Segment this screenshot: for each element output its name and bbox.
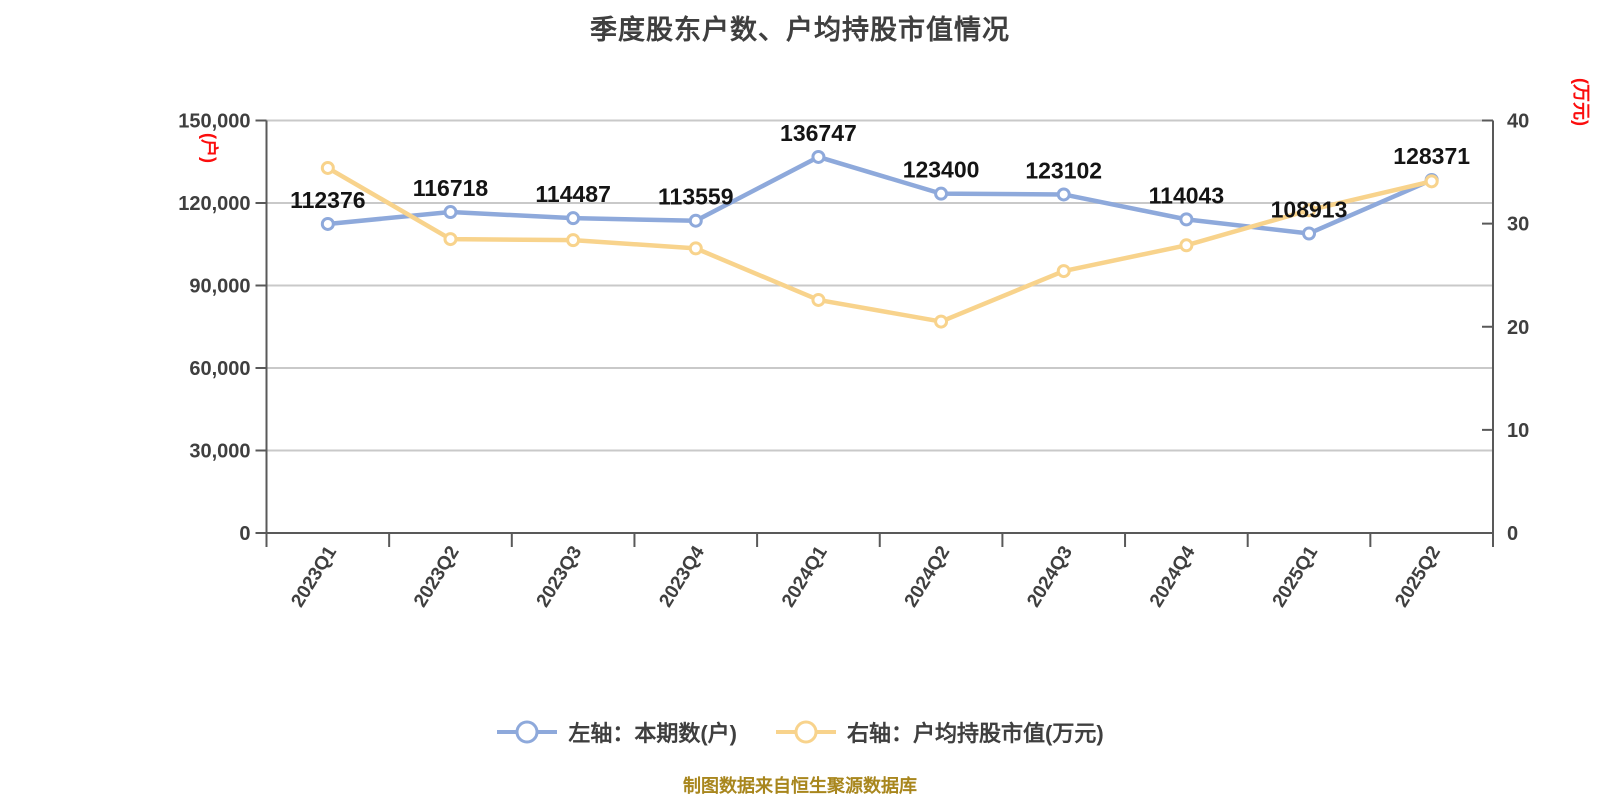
data-point-value-label: 108913 — [1271, 196, 1348, 222]
data-point-marker — [443, 232, 458, 247]
data-point-marker — [1056, 187, 1071, 202]
left-axis-tick-label: 30,000 — [189, 441, 250, 463]
data-point-marker — [934, 314, 949, 329]
right-axis-tick-label: 20 — [1507, 317, 1529, 339]
x-axis-category-label: 2023Q4 — [655, 542, 709, 611]
chart-plot: 0 30,000 60,000 90,000 120,000 150,000 0 10 20 30… — [178, 78, 1591, 611]
legend-entry-left-axis[interactable]: 左轴：本期数(户) — [496, 716, 737, 748]
data-point-marker — [1179, 212, 1194, 227]
data-point-marker — [566, 211, 581, 226]
x-axis-category-label: 2024Q2 — [901, 543, 955, 611]
data-point-value-label: 114487 — [535, 181, 610, 207]
right-axis-tick-label: 30 — [1507, 214, 1529, 236]
data-point-value-label: 123400 — [903, 157, 980, 183]
data-point-value-label: 128371 — [1393, 143, 1470, 169]
data-point-marker — [688, 213, 703, 228]
data-point-marker — [811, 149, 826, 164]
data-point-marker — [1302, 203, 1317, 218]
data-point-value-label: 113559 — [658, 184, 733, 210]
data-point-marker — [1179, 238, 1194, 253]
left-axis-unit-label: (户) — [199, 133, 220, 163]
data-point-value-label: 112376 — [290, 187, 365, 213]
chart-title: 季度股东户数、户均持股市值情况 — [590, 15, 1010, 45]
x-axis-category-label: 2025Q2 — [1391, 543, 1445, 611]
data-point-value-label: 123102 — [1025, 157, 1102, 183]
legend-label: 左轴：本期数(户) — [568, 721, 737, 746]
x-axis-category-label: 2023Q2 — [410, 543, 464, 611]
left-axis-tick-label: 120,000 — [178, 193, 250, 215]
right-axis-tick-label: 40 — [1507, 111, 1529, 133]
legend-label: 右轴：户均持股市值(万元) — [847, 721, 1104, 746]
x-axis-category-label: 2023Q3 — [533, 543, 587, 611]
legend-entry-right-axis[interactable]: 右轴：户均持股市值(万元) — [775, 716, 1104, 748]
x-axis-category-label: 2023Q1 — [287, 542, 341, 611]
x-axis-category-label: 2025Q1 — [1269, 542, 1323, 611]
data-source-note: 制图数据来自恒生聚源数据库 — [683, 776, 917, 796]
data-point-value-label: 114043 — [1149, 182, 1224, 208]
line-circle-marker-icon — [776, 720, 836, 744]
x-axis-category-label: 2024Q3 — [1023, 543, 1077, 611]
x-axis-category-label: 2024Q1 — [778, 542, 832, 611]
data-point-marker — [320, 160, 335, 175]
right-axis-tick-label: 0 — [1507, 523, 1518, 545]
left-axis-tick-label: 0 — [239, 523, 250, 545]
data-point-marker — [566, 233, 581, 248]
data-point-marker — [934, 186, 949, 201]
series-line — [326, 165, 1433, 324]
data-point-marker — [1302, 226, 1317, 241]
data-point-marker — [811, 292, 826, 307]
data-point-value-label: 116718 — [413, 175, 489, 201]
left-axis-tick-label: 150,000 — [178, 111, 250, 133]
data-point-value-label: 136747 — [780, 120, 857, 146]
chart-legend: 左轴：本期数(户) 右轴：户均持股市值(万元) — [0, 716, 1600, 748]
data-point-marker — [1056, 264, 1071, 279]
right-axis-tick-label: 10 — [1507, 420, 1529, 442]
data-point-marker — [320, 216, 335, 231]
left-axis-tick-label: 90,000 — [189, 276, 250, 298]
line-circle-marker-icon — [497, 720, 558, 744]
x-axis-category-label: 2024Q4 — [1146, 542, 1200, 611]
data-point-marker — [443, 205, 458, 220]
data-point-marker — [688, 241, 703, 256]
right-axis-unit-label: (万元) — [1571, 78, 1591, 126]
data-point-marker — [1424, 174, 1439, 189]
left-axis-tick-label: 60,000 — [189, 358, 250, 380]
